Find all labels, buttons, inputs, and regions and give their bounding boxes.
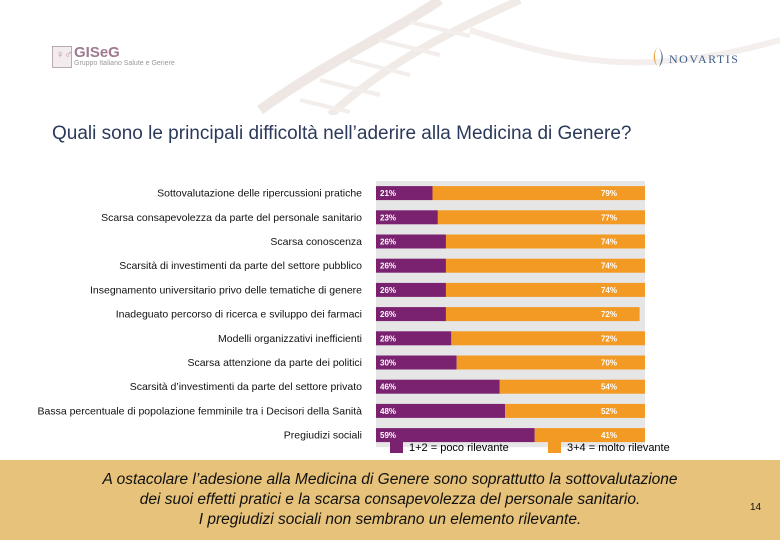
category-label: Inadeguato percorso di ricerca e svilupp… (116, 309, 362, 321)
legend-swatch-high (548, 440, 561, 453)
footer-message-line-1: A ostacolare l’adesione alla Medicina di… (40, 470, 740, 490)
page-number: 14 (750, 502, 761, 513)
category-label: Pregiudizi sociali (284, 430, 362, 442)
footer-band: A ostacolare l’adesione alla Medicina di… (0, 460, 780, 540)
data-label: 46% (380, 383, 396, 392)
legend-swatch-low (390, 440, 403, 453)
data-label: 48% (380, 407, 396, 416)
data-label: 28% (380, 334, 396, 343)
stacked-bar-chart: Sottovalutazione delle ripercussioni pra… (0, 0, 780, 460)
data-label: 54% (601, 383, 617, 392)
category-label: Scarsa attenzione da parte dei politici (187, 357, 362, 369)
legend-item-high: 3+4 = molto rilevante (548, 440, 670, 454)
category-label: Scarsità di investimenti da parte del se… (119, 260, 362, 272)
category-label: Scarsa consapevolezza da parte del perso… (101, 212, 362, 224)
legend-label-low: 1+2 = poco rilevante (409, 442, 509, 454)
data-label: 72% (601, 310, 617, 319)
data-label: 79% (601, 189, 617, 198)
data-label: 41% (601, 431, 617, 440)
category-label: Scarsità d’investimenti da parte del set… (130, 381, 362, 393)
data-label: 74% (601, 238, 617, 247)
category-label: Modelli organizzativi inefficienti (218, 333, 362, 345)
footer-message-line-2: dei suoi effetti pratici e la scarsa con… (40, 490, 740, 510)
bar-segment-molto-rilevante (505, 404, 645, 418)
data-label: 74% (601, 262, 617, 271)
data-label: 72% (601, 334, 617, 343)
category-label: Insegnamento universitario privo delle t… (90, 284, 362, 296)
category-label: Scarsa conoscenza (270, 236, 362, 248)
data-label: 26% (380, 286, 396, 295)
data-label: 23% (380, 213, 396, 222)
data-label: 70% (601, 359, 617, 368)
data-label: 52% (601, 407, 617, 416)
footer-message: A ostacolare l’adesione alla Medicina di… (40, 470, 740, 530)
category-label: Bassa percentuale di popolazione femmini… (37, 405, 362, 417)
data-label: 26% (380, 310, 396, 319)
bar-segment-molto-rilevante (500, 380, 645, 394)
data-label: 74% (601, 286, 617, 295)
legend-item-low: 1+2 = poco rilevante (390, 440, 509, 454)
data-label: 59% (380, 431, 396, 440)
data-label: 21% (380, 189, 396, 198)
data-label: 30% (380, 359, 396, 368)
data-label: 26% (380, 238, 396, 247)
data-label: 26% (380, 262, 396, 271)
footer-message-line-3: I pregiudizi sociali non sembrano un ele… (40, 510, 740, 530)
legend-label-high: 3+4 = molto rilevante (567, 442, 670, 454)
category-label: Sottovalutazione delle ripercussioni pra… (157, 188, 362, 200)
data-label: 77% (601, 213, 617, 222)
